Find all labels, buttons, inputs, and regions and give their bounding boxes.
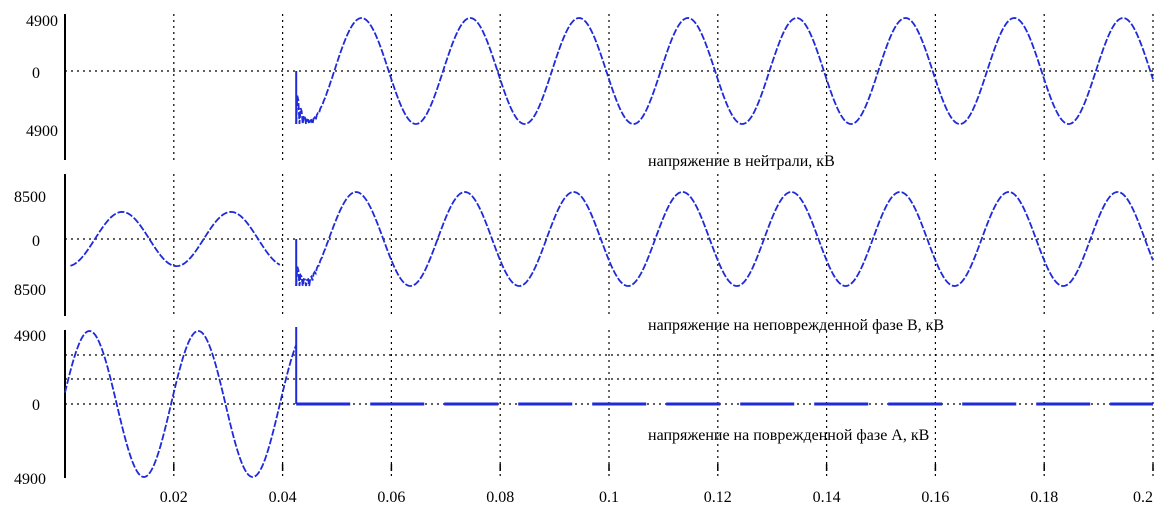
neutral-voltage-panel: 4900 0 4900 напряжение в нейтрали, кВ — [26, 13, 1154, 170]
phase-b-voltage-ytick-bottom: 8500 — [14, 282, 46, 299]
neutral-voltage-ytick-bottom: 4900 — [26, 123, 58, 140]
waveform-segment — [295, 17, 1154, 128]
x-tick-label: 0.14 — [813, 489, 841, 506]
x-tick-label: 0.12 — [704, 489, 732, 506]
waveform-segment — [70, 211, 281, 267]
neutral-voltage-ytick-zero: 0 — [32, 65, 40, 82]
phase-b-voltage-ytick-top: 8500 — [14, 189, 46, 206]
phase-a-voltage-panel: 4900 0 4900 напряжение на поврежденной ф… — [14, 327, 1154, 488]
x-tick-label: 0.02 — [160, 489, 188, 506]
time-x-axis: 0.02 0.04 0.06 0.08 0.1 0.12 0.14 0.16 0.18 0.2 — [160, 464, 1154, 506]
x-tick-label: 0.16 — [921, 489, 949, 506]
phase-a-voltage-ytick-bottom: 4900 — [14, 471, 46, 488]
x-tick-label: 0.18 — [1030, 489, 1058, 506]
neutral-voltage-ytick-top: 4900 — [26, 13, 58, 30]
phase-a-voltage-label: напряжение на поврежденной фазе А, кВ — [648, 427, 929, 444]
phase-a-voltage-series-line — [64, 327, 1153, 478]
neutral-voltage-series-line — [295, 17, 1154, 128]
phase-b-voltage-ytick-zero: 0 — [32, 233, 40, 250]
x-tick-label: 0.06 — [377, 489, 405, 506]
phase-a-voltage-ytick-top: 4900 — [14, 328, 46, 345]
neutral-voltage-grid — [65, 14, 1154, 160]
waveform-segment — [295, 191, 1154, 287]
x-tick-label: 0.2 — [1133, 489, 1153, 506]
phase-b-voltage-label: напряжение на неповрежденной фазе B, кВ — [648, 317, 944, 334]
x-tick-label: 0.04 — [269, 489, 297, 506]
phase-b-voltage-panel: 8500 0 8500 напряжение на неповрежденной… — [14, 174, 1154, 334]
phase-b-voltage-series-line — [70, 191, 1154, 287]
waveform-segment — [64, 330, 298, 478]
x-tick-label: 0.08 — [486, 489, 514, 506]
phase-b-voltage-grid — [65, 174, 1154, 316]
neutral-voltage-label: напряжение в нейтрали, кВ — [648, 153, 835, 170]
x-tick-label: 0.1 — [599, 489, 619, 506]
phase-a-voltage-ytick-zero: 0 — [32, 397, 40, 414]
